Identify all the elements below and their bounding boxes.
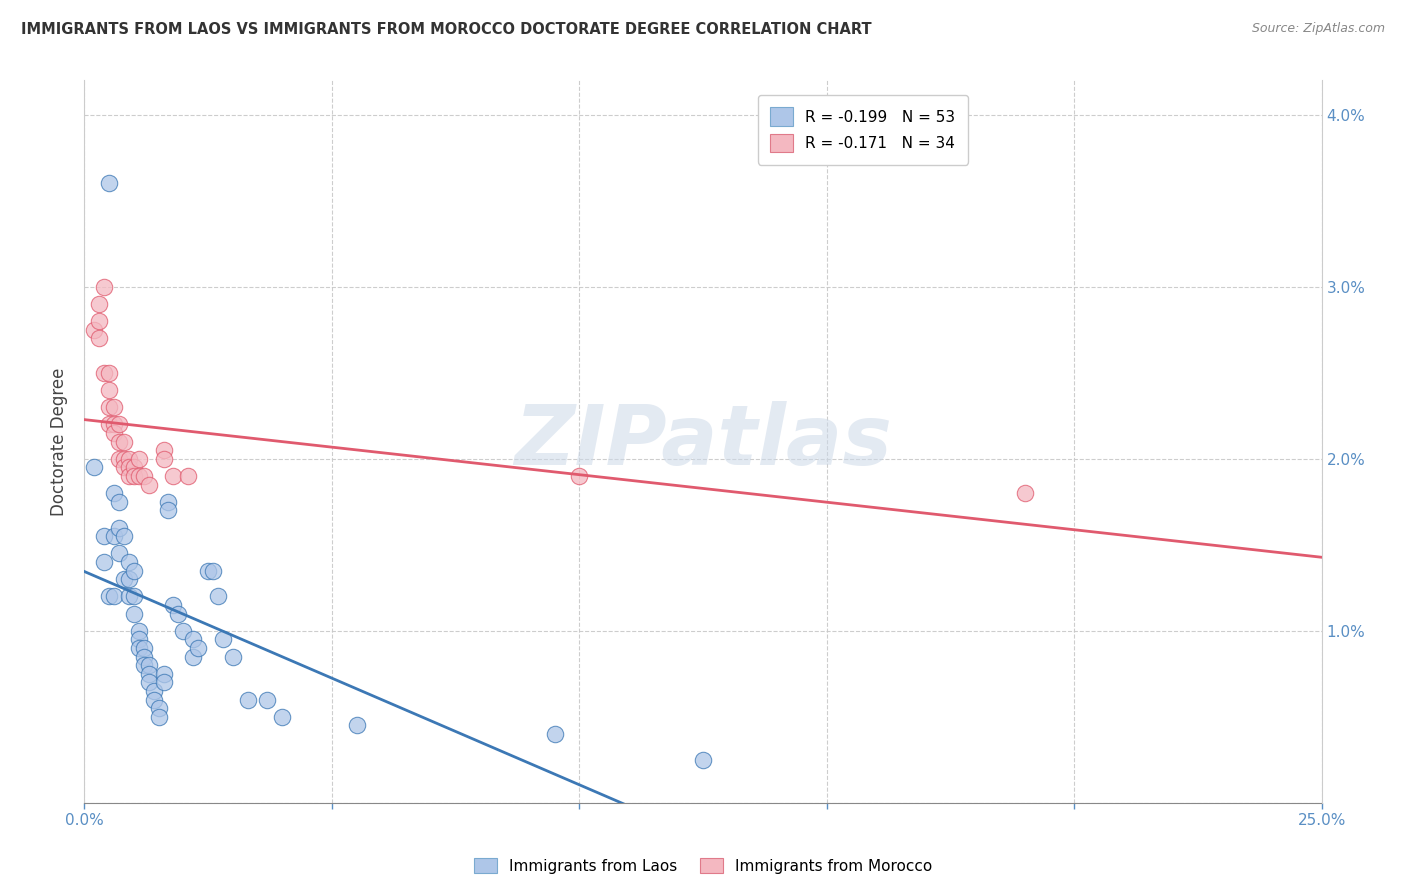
Point: [138, 675, 160, 690]
Text: ZIPatlas: ZIPatlas: [515, 401, 891, 482]
Point: [122, 469, 145, 483]
Point: [118, 572, 141, 586]
Point: [128, 469, 150, 483]
Point: [256, 692, 278, 706]
Point: [157, 503, 180, 517]
Point: [98, 417, 121, 432]
Point: [138, 477, 160, 491]
Point: [162, 598, 184, 612]
Point: [83, 460, 105, 475]
Point: [118, 469, 141, 483]
Point: [152, 443, 174, 458]
Point: [128, 640, 150, 655]
Point: [118, 460, 141, 475]
Point: [142, 684, 165, 698]
Text: Source: ZipAtlas.com: Source: ZipAtlas.com: [1251, 22, 1385, 36]
Point: [181, 632, 204, 647]
Point: [103, 417, 125, 432]
Point: [132, 649, 155, 664]
Point: [181, 649, 204, 664]
Point: [132, 658, 155, 673]
Point: [112, 451, 135, 466]
Legend: R = -0.199   N = 53, R = -0.171   N = 34: R = -0.199 N = 53, R = -0.171 N = 34: [758, 95, 967, 164]
Point: [108, 451, 131, 466]
Point: [89, 331, 111, 345]
Point: [122, 590, 145, 604]
Point: [98, 366, 121, 380]
Point: [128, 451, 150, 466]
Point: [89, 314, 111, 328]
Point: [346, 718, 368, 732]
Point: [187, 640, 209, 655]
Point: [128, 632, 150, 647]
Point: [112, 434, 135, 449]
Point: [103, 529, 125, 543]
Point: [162, 469, 184, 483]
Point: [222, 649, 245, 664]
Point: [112, 572, 135, 586]
Point: [122, 564, 145, 578]
Point: [148, 710, 170, 724]
Point: [93, 279, 115, 293]
Point: [93, 529, 115, 543]
Point: [197, 564, 219, 578]
Point: [692, 753, 714, 767]
Point: [103, 425, 125, 440]
Point: [212, 632, 235, 647]
Point: [103, 590, 125, 604]
Point: [167, 607, 190, 621]
Point: [1014, 486, 1036, 500]
Point: [142, 692, 165, 706]
Point: [98, 400, 121, 414]
Point: [112, 460, 135, 475]
Point: [98, 177, 121, 191]
Point: [118, 451, 141, 466]
Point: [122, 460, 145, 475]
Point: [108, 546, 131, 560]
Point: [118, 555, 141, 569]
Point: [207, 590, 229, 604]
Point: [132, 469, 155, 483]
Point: [138, 666, 160, 681]
Point: [93, 366, 115, 380]
Point: [236, 692, 259, 706]
Legend: Immigrants from Laos, Immigrants from Morocco: Immigrants from Laos, Immigrants from Mo…: [468, 852, 938, 880]
Point: [152, 675, 174, 690]
Point: [93, 555, 115, 569]
Point: [271, 710, 294, 724]
Point: [108, 417, 131, 432]
Point: [202, 564, 225, 578]
Point: [138, 658, 160, 673]
Point: [108, 434, 131, 449]
Point: [98, 383, 121, 397]
Point: [152, 451, 174, 466]
Point: [568, 469, 591, 483]
Point: [543, 727, 565, 741]
Text: IMMIGRANTS FROM LAOS VS IMMIGRANTS FROM MOROCCO DOCTORATE DEGREE CORRELATION CHA: IMMIGRANTS FROM LAOS VS IMMIGRANTS FROM …: [21, 22, 872, 37]
Point: [172, 624, 194, 638]
Point: [103, 400, 125, 414]
Y-axis label: Doctorate Degree: Doctorate Degree: [51, 368, 69, 516]
Point: [177, 469, 200, 483]
Point: [152, 666, 174, 681]
Point: [108, 494, 131, 508]
Point: [132, 640, 155, 655]
Point: [128, 624, 150, 638]
Point: [112, 529, 135, 543]
Point: [98, 590, 121, 604]
Point: [89, 297, 111, 311]
Point: [103, 486, 125, 500]
Point: [108, 520, 131, 534]
Point: [83, 323, 105, 337]
Point: [148, 701, 170, 715]
Point: [157, 494, 180, 508]
Point: [118, 590, 141, 604]
Point: [122, 607, 145, 621]
